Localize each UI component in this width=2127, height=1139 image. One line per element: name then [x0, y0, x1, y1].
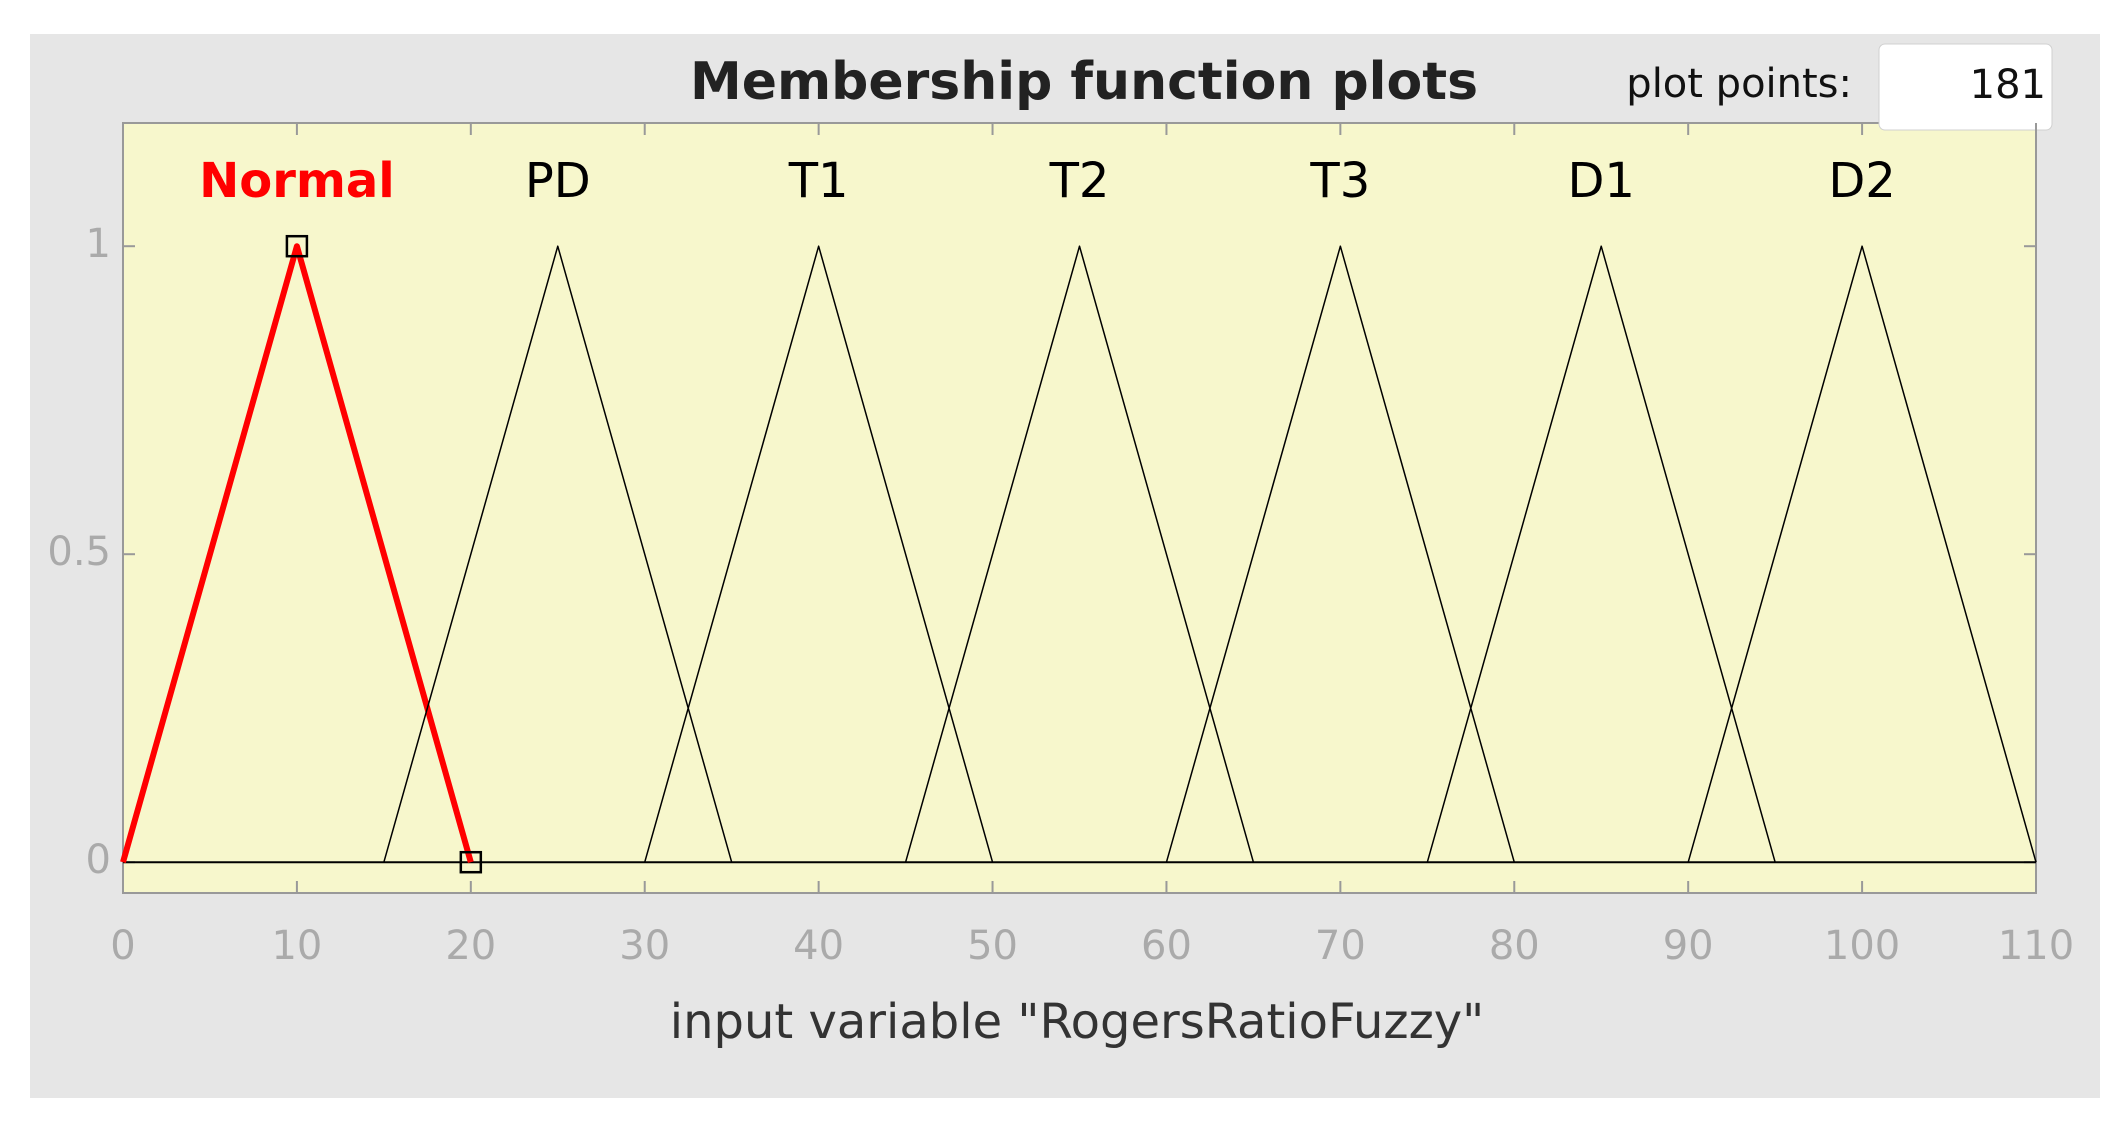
vertex-marker — [285, 234, 309, 258]
x-tick-label: 90 — [1663, 923, 1714, 969]
x-axis-label: input variable "RogersRatioFuzzy" — [670, 994, 1485, 1050]
vertex-marker — [459, 850, 483, 874]
x-tick-label: 100 — [1824, 923, 1900, 969]
membership-line — [1165, 245, 1515, 863]
plot-points-input[interactable] — [1878, 43, 2053, 131]
series-label: D1 — [1567, 153, 1635, 209]
plot-points-value[interactable]: 181 — [1970, 62, 2046, 108]
x-tick-label: 50 — [967, 923, 1018, 969]
series-label: Normal — [199, 153, 395, 209]
chart-title: Membership function plots — [690, 52, 1478, 112]
x-tick-label: 10 — [271, 923, 322, 969]
plot-area — [122, 122, 2037, 894]
x-tick-label: 60 — [1141, 923, 1192, 969]
series-label: T1 — [788, 153, 849, 209]
membership-line — [120, 243, 474, 864]
membership-line — [383, 245, 733, 863]
series-label: D2 — [1828, 153, 1896, 209]
membership-line — [1426, 245, 1776, 863]
x-tick-label: 20 — [445, 923, 496, 969]
series-label: T3 — [1309, 153, 1370, 209]
x-tick-label: 110 — [1998, 923, 2074, 969]
membership-line — [1687, 245, 2037, 863]
series-label: T2 — [1049, 153, 1110, 209]
series-label: PD — [525, 153, 591, 209]
membership-line — [904, 245, 1255, 863]
y-tick-label: 1 — [86, 221, 111, 267]
x-tick-label: 30 — [619, 923, 670, 969]
x-tick-label: 80 — [1489, 923, 1540, 969]
x-tick-label: 40 — [793, 923, 844, 969]
x-tick-label: 0 — [110, 923, 135, 969]
y-tick-label: 0.5 — [47, 529, 111, 575]
x-tick-label: 70 — [1315, 923, 1366, 969]
plot-points-label: plot points: — [1626, 61, 1852, 107]
membership-line — [644, 245, 994, 863]
y-tick-label: 0 — [86, 837, 111, 883]
